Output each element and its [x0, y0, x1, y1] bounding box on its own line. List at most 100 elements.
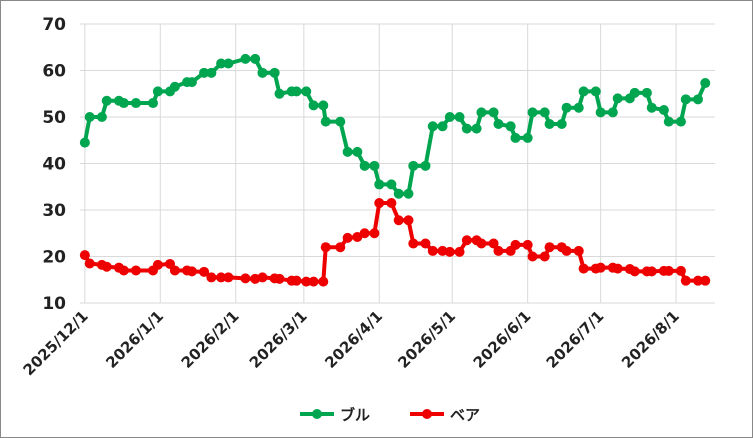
point	[308, 276, 319, 287]
point	[476, 238, 487, 249]
point	[206, 272, 217, 283]
point	[84, 112, 95, 122]
point	[269, 67, 280, 78]
point	[427, 245, 438, 256]
point	[595, 107, 606, 118]
point	[476, 107, 487, 118]
point	[79, 137, 90, 148]
point	[692, 94, 703, 105]
y-tick-label: 30	[42, 201, 66, 221]
point	[393, 215, 404, 226]
y-tick-label: 40	[42, 155, 66, 175]
point	[374, 179, 385, 190]
point	[257, 67, 268, 78]
point	[527, 107, 538, 118]
point	[118, 265, 129, 276]
point	[607, 107, 618, 118]
point	[556, 118, 567, 129]
point	[308, 100, 319, 111]
point	[578, 86, 589, 97]
point	[544, 242, 555, 253]
point	[488, 238, 499, 249]
y-tick-label: 70	[42, 15, 66, 35]
point	[471, 123, 482, 134]
point	[522, 239, 533, 250]
point	[169, 265, 180, 276]
point	[658, 105, 669, 116]
point	[342, 146, 353, 157]
point	[663, 265, 674, 276]
point	[408, 160, 419, 171]
point	[301, 276, 312, 287]
point	[169, 81, 180, 92]
point	[84, 258, 95, 269]
point	[595, 262, 606, 273]
point	[573, 245, 584, 256]
point	[461, 235, 472, 246]
point	[437, 245, 448, 256]
point	[680, 94, 691, 105]
point	[240, 273, 251, 284]
point	[544, 118, 555, 129]
point	[461, 123, 472, 134]
point	[274, 88, 285, 99]
point	[152, 86, 163, 97]
point	[454, 112, 465, 122]
point	[199, 266, 210, 277]
point	[505, 121, 516, 132]
point	[223, 58, 234, 69]
point	[369, 160, 380, 171]
point	[420, 160, 431, 171]
legend-marker	[422, 409, 432, 419]
point	[359, 228, 370, 239]
point	[590, 86, 601, 97]
point	[369, 228, 380, 239]
point	[403, 215, 414, 226]
point	[101, 261, 112, 272]
point	[646, 266, 657, 277]
point	[393, 188, 404, 199]
point	[663, 116, 674, 127]
point	[629, 87, 640, 98]
point	[206, 67, 217, 78]
point	[359, 160, 370, 171]
point	[612, 263, 623, 274]
point	[680, 275, 691, 286]
point	[186, 266, 197, 277]
point	[240, 53, 251, 64]
point	[342, 232, 353, 243]
point	[700, 275, 711, 286]
point	[216, 272, 227, 283]
point	[408, 238, 419, 249]
point	[199, 67, 210, 78]
point	[427, 121, 438, 132]
point	[488, 107, 499, 118]
legend-label: ブル	[340, 406, 370, 424]
point	[510, 132, 521, 143]
point	[147, 98, 158, 109]
point	[675, 265, 686, 276]
point	[130, 265, 141, 276]
point	[186, 77, 197, 88]
point	[420, 238, 431, 249]
point	[641, 87, 652, 98]
point	[96, 112, 107, 122]
point	[612, 93, 623, 104]
point	[79, 250, 90, 261]
point	[118, 98, 129, 109]
point	[250, 53, 261, 64]
point	[700, 78, 711, 89]
point	[437, 121, 448, 132]
point	[561, 245, 572, 256]
point	[320, 116, 331, 127]
point	[335, 116, 346, 127]
point	[539, 107, 550, 118]
y-tick-label: 10	[42, 294, 66, 314]
point	[301, 86, 312, 97]
point	[335, 242, 346, 253]
y-tick-label: 20	[42, 248, 66, 268]
point	[318, 276, 329, 287]
point	[646, 102, 657, 113]
point	[527, 251, 538, 262]
point	[403, 188, 414, 199]
